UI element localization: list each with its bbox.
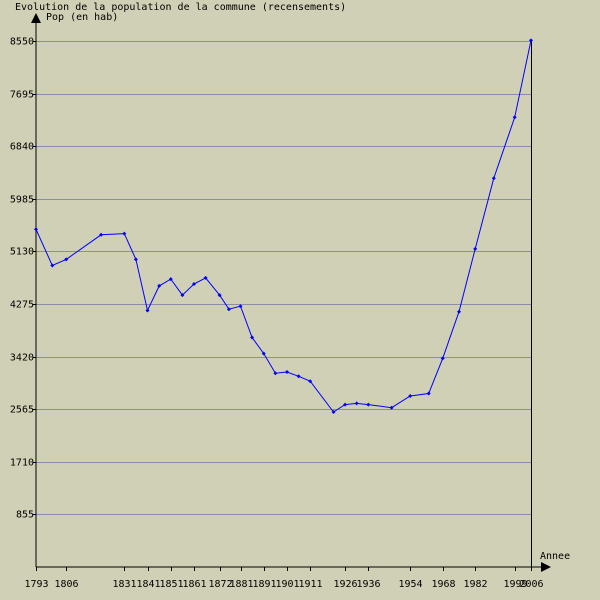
y-tick-label: 8550: [10, 37, 34, 48]
y-tick-label: 2565: [10, 405, 34, 416]
data-point: [354, 401, 359, 406]
data-point: [250, 335, 255, 340]
x-tick-label: 1901: [275, 579, 299, 590]
y-tick-label: 1710: [10, 458, 34, 469]
data-point: [457, 309, 461, 314]
series-layer: [34, 38, 533, 414]
data-point: [99, 232, 104, 237]
x-tick-label: 1999: [503, 579, 527, 590]
data-point: [308, 379, 313, 384]
data-point: [473, 246, 478, 251]
data-point: [261, 351, 266, 356]
x-tick-label: 1806: [54, 579, 78, 590]
data-point: [331, 410, 336, 414]
y-tick-label: 7695: [10, 90, 34, 101]
y-axis-arrow: [31, 13, 41, 23]
data-point: [389, 405, 394, 410]
data-point: [285, 370, 289, 374]
x-tick-label: 1793: [24, 579, 48, 590]
data-point: [273, 371, 278, 376]
x-tick-label: 1841: [136, 579, 160, 590]
data-point: [366, 402, 371, 407]
data-point: [133, 257, 138, 262]
data-point: [491, 176, 496, 181]
x-tick-label: 1954: [398, 579, 422, 590]
data-point: [122, 231, 127, 236]
data-point: [203, 275, 208, 280]
data-point: [192, 282, 196, 286]
data-point: [226, 307, 231, 312]
data-point: [50, 263, 55, 268]
data-point: [180, 293, 185, 298]
series-line: [35, 40, 532, 413]
data-point: [34, 227, 38, 232]
data-point: [157, 283, 162, 288]
data-point: [145, 308, 150, 313]
x-tick-label: 1926: [333, 579, 357, 590]
y-tick-labels: 855 1710 2565 3420 4275 5130 5985 6840 7695 8550: [10, 37, 34, 521]
x-tick-label: 1861: [182, 579, 206, 590]
grid-layer: [33, 41, 532, 571]
data-point: [426, 391, 431, 396]
data-point: [64, 257, 69, 262]
x-tick-label: 1831: [112, 579, 136, 590]
x-tick-label: 1982: [463, 579, 487, 590]
x-axis-label: Annee: [540, 551, 570, 562]
data-point: [296, 374, 301, 379]
x-tick-label: 2006: [519, 579, 543, 590]
x-tick-label: 1872: [208, 579, 232, 590]
x-tick-label: 1881: [229, 579, 253, 590]
data-point: [168, 277, 173, 282]
y-tick-label: 5130: [10, 247, 34, 258]
data-point: [408, 394, 413, 398]
data-point: [217, 293, 222, 298]
chart-title: Evolution de la population de la commune…: [15, 2, 346, 13]
data-point: [440, 356, 445, 361]
x-tick-label: 1851: [159, 579, 183, 590]
y-tick-label: 5985: [10, 195, 34, 206]
data-point: [343, 402, 348, 407]
x-tick-label: 1911: [298, 579, 322, 590]
y-axis-label: Pop (en hab): [46, 12, 118, 23]
data-point: [529, 38, 533, 43]
x-tick-label: 1968: [431, 579, 455, 590]
y-tick-label: 6840: [10, 142, 34, 153]
y-tick-label: 855: [16, 510, 34, 521]
x-tick-label: 1936: [356, 579, 380, 590]
data-point: [238, 304, 243, 309]
x-axis-arrow: [541, 562, 551, 572]
y-tick-label: 4275: [10, 300, 34, 311]
data-point: [512, 115, 517, 120]
x-tick-label: 1891: [252, 579, 276, 590]
y-tick-label: 3420: [10, 353, 34, 364]
axes-layer: [31, 13, 551, 572]
